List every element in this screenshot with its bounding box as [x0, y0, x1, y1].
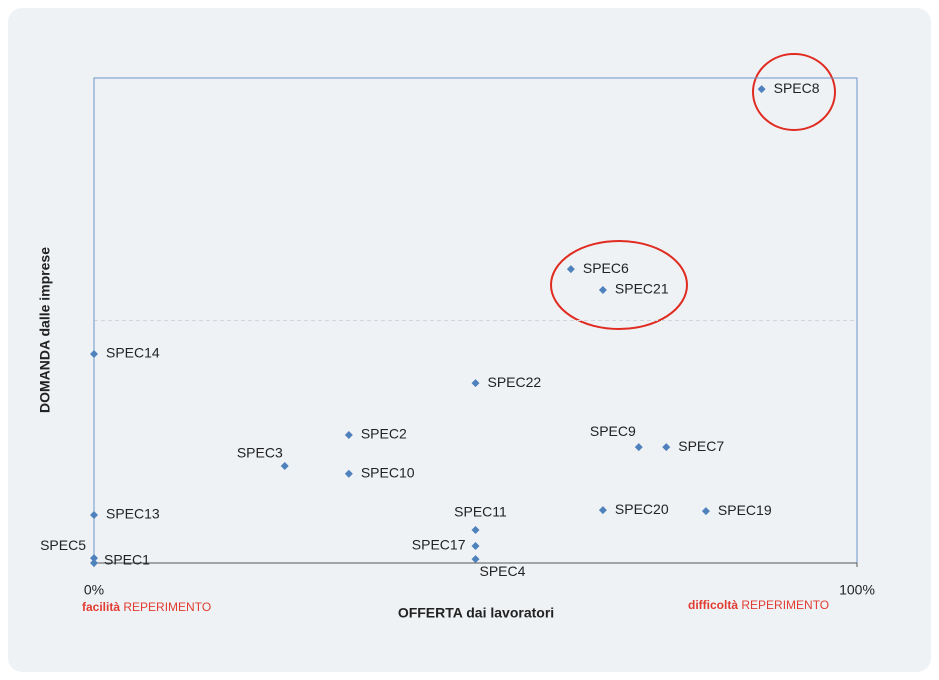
point-label: SPEC4: [480, 563, 526, 579]
point-label: SPEC2: [361, 426, 407, 442]
point-label: SPEC17: [412, 537, 466, 553]
highlight-circle: [550, 240, 688, 330]
annotation-bold: facilità: [82, 600, 120, 614]
point: [90, 559, 98, 567]
annotation-text: REPERIMENTO: [741, 598, 829, 612]
point-label: SPEC21: [615, 281, 669, 297]
highlight-circle: [752, 53, 836, 131]
annotation: difficoltà REPERIMENTO: [688, 598, 829, 612]
point-label: SPEC8: [774, 80, 820, 96]
point: [634, 443, 643, 452]
point: [344, 469, 353, 478]
point: [90, 349, 98, 358]
point-label: SPEC10: [361, 464, 415, 480]
point-label: SPEC20: [615, 501, 669, 517]
point-label: SPEC9: [590, 423, 636, 439]
point-label: SPEC19: [718, 502, 772, 518]
point: [662, 443, 671, 452]
point: [566, 265, 575, 274]
point-label: SPEC3: [237, 445, 283, 461]
point: [757, 85, 766, 94]
x-tick-label: 0%: [84, 582, 104, 598]
point-label: SPEC6: [583, 260, 629, 276]
point-label: SPEC13: [106, 506, 160, 522]
point: [344, 430, 353, 439]
point-label: SPEC14: [106, 345, 160, 361]
point: [701, 507, 710, 516]
x-axis-title: OFFERTA dai lavoratori: [398, 605, 554, 621]
annotation-bold: difficoltà: [688, 598, 738, 612]
point: [598, 506, 607, 515]
point: [280, 462, 289, 470]
point: [471, 379, 480, 388]
point: [598, 285, 607, 294]
point-label: SPEC7: [678, 438, 724, 454]
point-label: SPEC1: [104, 552, 150, 568]
point: [90, 510, 98, 519]
annotation-text: REPERIMENTO: [123, 600, 211, 614]
point: [471, 555, 480, 564]
panel: [8, 8, 931, 672]
point-label: SPEC5: [40, 537, 86, 553]
point-label: SPEC22: [488, 374, 542, 390]
y-axis-title: DOMANDA dalle imprese: [37, 247, 53, 413]
point-label: SPEC11: [454, 504, 507, 520]
x-tick-label: 100%: [839, 582, 875, 598]
point: [90, 554, 98, 563]
point: [471, 526, 480, 535]
point: [471, 542, 480, 551]
annotation: facilità REPERIMENTO: [82, 600, 211, 614]
